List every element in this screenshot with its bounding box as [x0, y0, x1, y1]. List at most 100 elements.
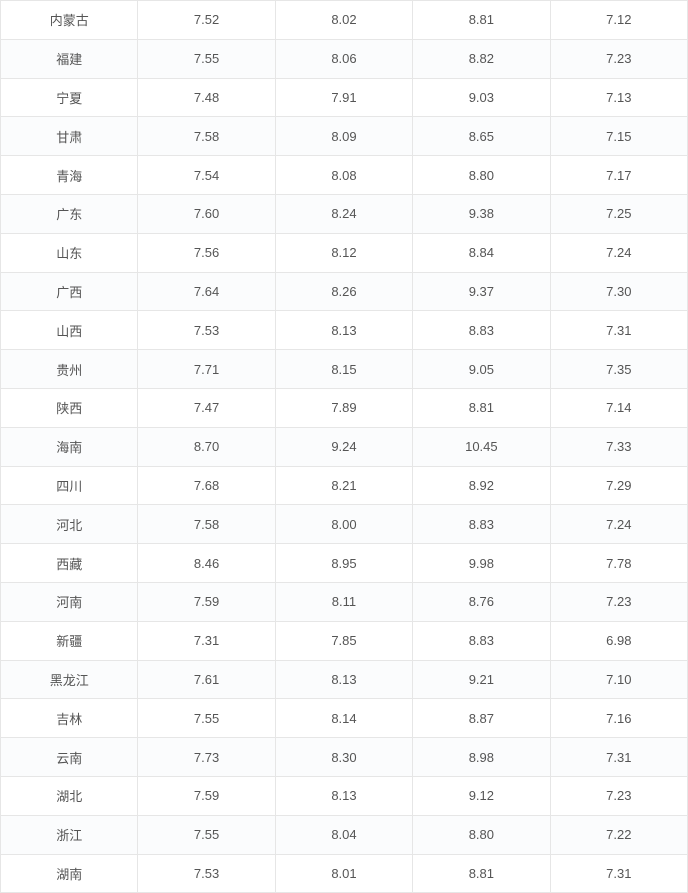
value-cell-1: 7.64: [138, 272, 275, 311]
table-row: 吉林7.558.148.877.16: [1, 699, 688, 738]
value-cell-4: 7.12: [550, 1, 687, 40]
region-cell: 新疆: [1, 621, 138, 660]
value-cell-4: 7.10: [550, 660, 687, 699]
table-row: 云南7.738.308.987.31: [1, 738, 688, 777]
region-cell: 浙江: [1, 815, 138, 854]
table-row: 山东7.568.128.847.24: [1, 233, 688, 272]
value-cell-4: 7.23: [550, 776, 687, 815]
price-table: 内蒙古7.528.028.817.12福建7.558.068.827.23宁夏7…: [0, 0, 688, 893]
value-cell-4: 7.23: [550, 39, 687, 78]
value-cell-4: 7.24: [550, 505, 687, 544]
value-cell-1: 7.47: [138, 388, 275, 427]
value-cell-1: 7.55: [138, 39, 275, 78]
region-cell: 黑龙江: [1, 660, 138, 699]
value-cell-2: 8.30: [275, 738, 412, 777]
value-cell-4: 7.16: [550, 699, 687, 738]
region-cell: 陕西: [1, 388, 138, 427]
table-row: 海南8.709.2410.457.33: [1, 427, 688, 466]
value-cell-3: 9.21: [413, 660, 550, 699]
value-cell-1: 8.70: [138, 427, 275, 466]
region-cell: 广东: [1, 194, 138, 233]
value-cell-2: 8.02: [275, 1, 412, 40]
table-row: 内蒙古7.528.028.817.12: [1, 1, 688, 40]
value-cell-2: 8.01: [275, 854, 412, 893]
value-cell-3: 8.82: [413, 39, 550, 78]
table-row: 福建7.558.068.827.23: [1, 39, 688, 78]
table-row: 宁夏7.487.919.037.13: [1, 78, 688, 117]
value-cell-2: 8.14: [275, 699, 412, 738]
value-cell-1: 7.53: [138, 311, 275, 350]
value-cell-4: 7.23: [550, 582, 687, 621]
table-row: 黑龙江7.618.139.217.10: [1, 660, 688, 699]
value-cell-4: 7.22: [550, 815, 687, 854]
value-cell-3: 8.81: [413, 1, 550, 40]
value-cell-1: 7.59: [138, 776, 275, 815]
table-row: 甘肃7.588.098.657.15: [1, 117, 688, 156]
table-row: 西藏8.468.959.987.78: [1, 544, 688, 583]
value-cell-2: 7.85: [275, 621, 412, 660]
value-cell-3: 8.83: [413, 621, 550, 660]
value-cell-4: 7.31: [550, 311, 687, 350]
value-cell-2: 7.91: [275, 78, 412, 117]
region-cell: 湖南: [1, 854, 138, 893]
value-cell-2: 8.15: [275, 350, 412, 389]
table-row: 河北7.588.008.837.24: [1, 505, 688, 544]
value-cell-2: 9.24: [275, 427, 412, 466]
value-cell-1: 7.73: [138, 738, 275, 777]
value-cell-3: 8.65: [413, 117, 550, 156]
value-cell-3: 8.98: [413, 738, 550, 777]
value-cell-2: 8.24: [275, 194, 412, 233]
region-cell: 青海: [1, 156, 138, 195]
region-cell: 吉林: [1, 699, 138, 738]
value-cell-4: 6.98: [550, 621, 687, 660]
table-row: 贵州7.718.159.057.35: [1, 350, 688, 389]
value-cell-3: 9.03: [413, 78, 550, 117]
value-cell-4: 7.78: [550, 544, 687, 583]
value-cell-2: 7.89: [275, 388, 412, 427]
table-row: 四川7.688.218.927.29: [1, 466, 688, 505]
value-cell-4: 7.31: [550, 854, 687, 893]
region-cell: 福建: [1, 39, 138, 78]
value-cell-3: 8.83: [413, 311, 550, 350]
region-cell: 宁夏: [1, 78, 138, 117]
value-cell-4: 7.14: [550, 388, 687, 427]
region-cell: 广西: [1, 272, 138, 311]
value-cell-3: 9.98: [413, 544, 550, 583]
region-cell: 河南: [1, 582, 138, 621]
value-cell-1: 7.58: [138, 505, 275, 544]
value-cell-1: 7.48: [138, 78, 275, 117]
region-cell: 河北: [1, 505, 138, 544]
value-cell-2: 8.00: [275, 505, 412, 544]
value-cell-3: 10.45: [413, 427, 550, 466]
value-cell-2: 8.95: [275, 544, 412, 583]
value-cell-1: 7.61: [138, 660, 275, 699]
value-cell-3: 8.76: [413, 582, 550, 621]
table-row: 广东7.608.249.387.25: [1, 194, 688, 233]
value-cell-1: 7.55: [138, 815, 275, 854]
value-cell-4: 7.24: [550, 233, 687, 272]
region-cell: 内蒙古: [1, 1, 138, 40]
value-cell-3: 9.05: [413, 350, 550, 389]
value-cell-4: 7.33: [550, 427, 687, 466]
table-body: 内蒙古7.528.028.817.12福建7.558.068.827.23宁夏7…: [1, 1, 688, 893]
value-cell-1: 7.53: [138, 854, 275, 893]
value-cell-1: 7.52: [138, 1, 275, 40]
value-cell-2: 8.08: [275, 156, 412, 195]
value-cell-2: 8.26: [275, 272, 412, 311]
region-cell: 海南: [1, 427, 138, 466]
value-cell-2: 8.11: [275, 582, 412, 621]
region-cell: 云南: [1, 738, 138, 777]
value-cell-1: 8.46: [138, 544, 275, 583]
region-cell: 甘肃: [1, 117, 138, 156]
value-cell-3: 8.83: [413, 505, 550, 544]
value-cell-2: 8.21: [275, 466, 412, 505]
table-row: 广西7.648.269.377.30: [1, 272, 688, 311]
value-cell-4: 7.29: [550, 466, 687, 505]
value-cell-3: 8.84: [413, 233, 550, 272]
value-cell-3: 8.92: [413, 466, 550, 505]
table-row: 湖北7.598.139.127.23: [1, 776, 688, 815]
value-cell-1: 7.60: [138, 194, 275, 233]
value-cell-1: 7.31: [138, 621, 275, 660]
table-row: 新疆7.317.858.836.98: [1, 621, 688, 660]
value-cell-4: 7.25: [550, 194, 687, 233]
